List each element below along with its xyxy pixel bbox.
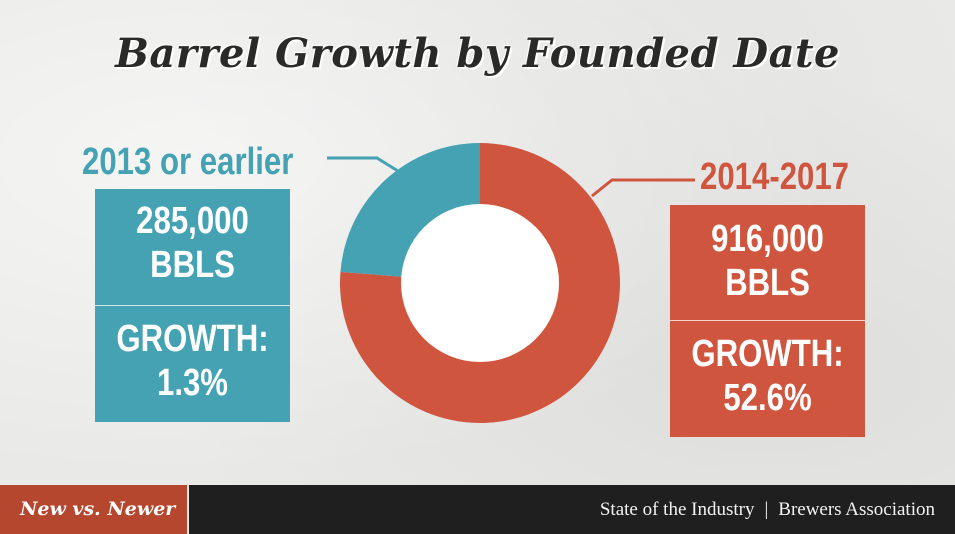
barrels-unit: BBLS: [725, 262, 810, 304]
barrels-number: 916,000: [711, 218, 824, 260]
barrels-value: 916,000 BBLS: [670, 217, 865, 305]
barrels-number: 285,000: [136, 200, 249, 242]
footer-source: State of the Industry: [599, 499, 755, 520]
legend-label-2014-2017: 2014-2017: [700, 156, 850, 198]
stat-box-2014-2017: 916,000 BBLS GROWTH: 52.6%: [670, 205, 865, 437]
footer-credit: State of the Industry | Brewers Associatio…: [600, 485, 935, 534]
leader-line-2014-2017: [591, 178, 695, 198]
stat-box-2013-or-earlier: 285,000 BBLS GROWTH: 1.3%: [95, 189, 290, 422]
growth-percent: 52.6%: [723, 377, 812, 419]
stat-divider: [95, 305, 290, 306]
barrels-value: 285,000 BBLS: [95, 199, 290, 287]
growth-label: GROWTH:: [691, 333, 844, 375]
barrels-unit: BBLS: [150, 244, 235, 286]
footer-bar: New vs. Newer State of the Industry | Brew…: [0, 485, 955, 534]
growth-label: GROWTH:: [116, 318, 269, 360]
donut-hole: [401, 204, 559, 362]
footer-section-tag: New vs. Newer: [0, 485, 189, 534]
footer-organization: Brewers Association: [778, 499, 935, 520]
growth-value: GROWTH: 52.6%: [670, 332, 865, 420]
chart-title: Barrel Growth by Founded Date: [115, 30, 840, 77]
growth-percent: 1.3%: [156, 362, 229, 404]
stat-divider: [670, 320, 865, 321]
footer-separator: |: [764, 499, 769, 520]
leader-line-2013-or-earlier: [327, 156, 399, 173]
growth-value: GROWTH: 1.3%: [95, 317, 290, 405]
legend-label-2013-or-earlier: 2013 or earlier: [82, 141, 294, 183]
